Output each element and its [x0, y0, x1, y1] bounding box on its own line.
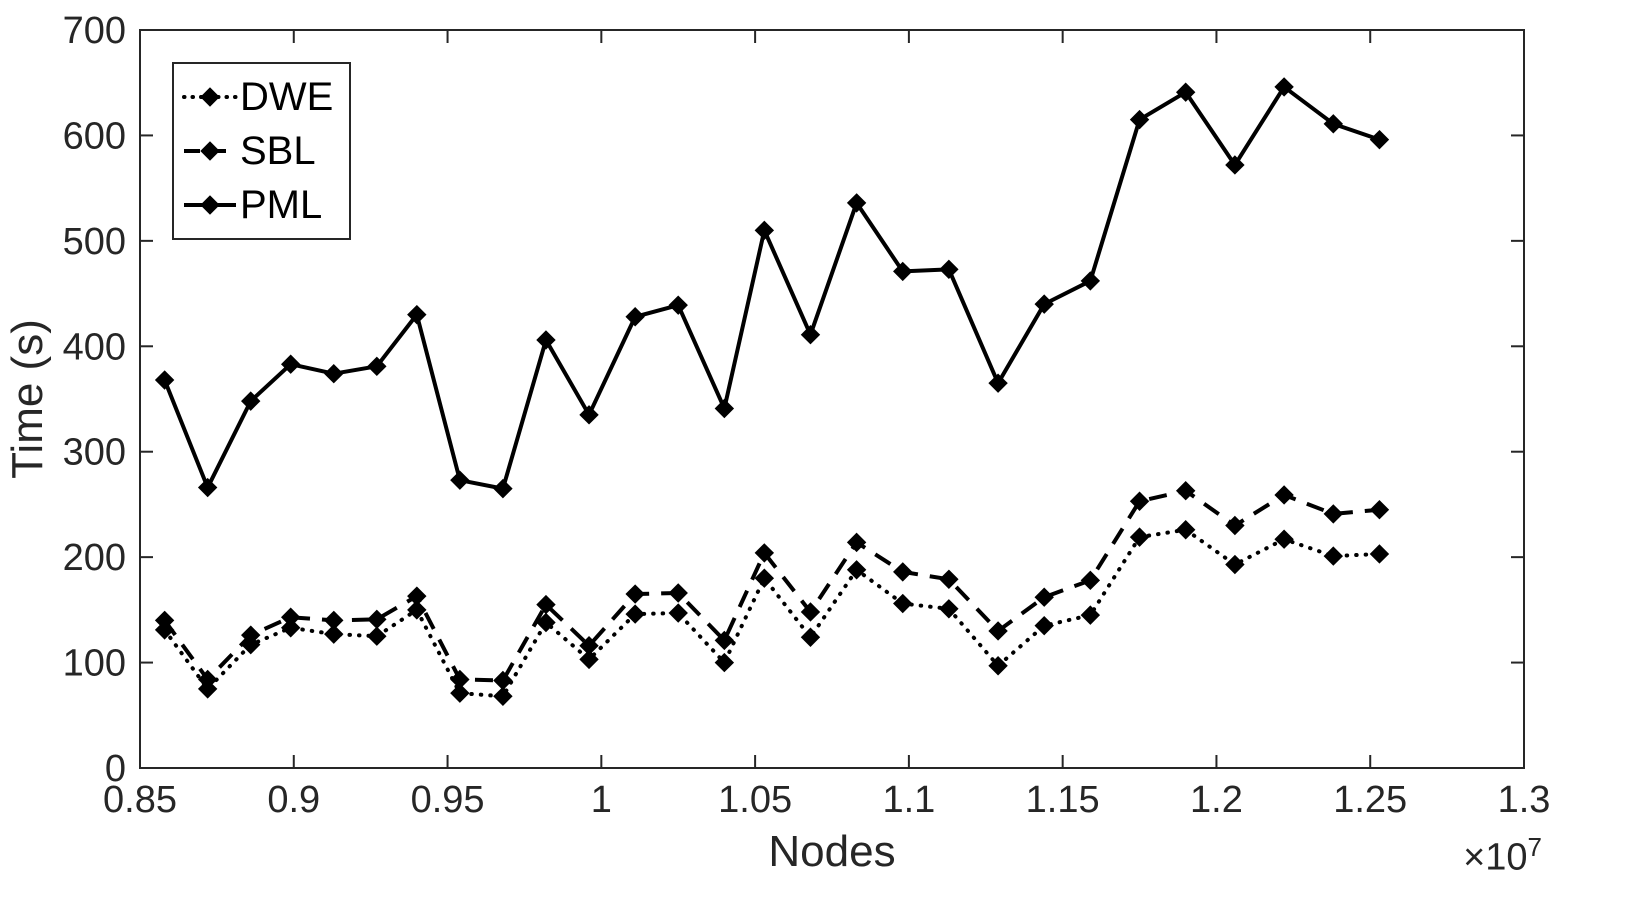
svg-text:Time (s): Time (s) — [3, 319, 52, 479]
svg-text:1.05: 1.05 — [718, 779, 792, 821]
legend-label-dwe: DWE — [240, 75, 334, 119]
svg-text:1.1: 1.1 — [882, 779, 935, 821]
legend-item-pml: PML — [182, 178, 333, 232]
svg-text:Nodes: Nodes — [768, 827, 895, 876]
svg-text:100: 100 — [63, 643, 126, 685]
legend-label-sbl: SBL — [240, 129, 316, 173]
svg-text:1.3: 1.3 — [1498, 779, 1551, 821]
x-axis-exponent-label: ×107 — [1463, 832, 1542, 880]
svg-text:300: 300 — [63, 432, 126, 474]
legend-item-dwe: DWE — [182, 70, 333, 124]
svg-text:500: 500 — [63, 221, 126, 263]
x-offset-exp: 7 — [1527, 832, 1542, 862]
x-offset-base: ×10 — [1463, 836, 1528, 879]
svg-text:1.2: 1.2 — [1190, 779, 1243, 821]
svg-text:1.25: 1.25 — [1333, 779, 1407, 821]
svg-text:200: 200 — [63, 537, 126, 579]
svg-text:600: 600 — [63, 115, 126, 157]
legend-item-sbl: SBL — [182, 124, 333, 178]
legend: DWE SBL PML — [172, 62, 352, 240]
svg-text:1.15: 1.15 — [1026, 779, 1100, 821]
svg-text:0.9: 0.9 — [267, 779, 320, 821]
legend-label-pml: PML — [240, 183, 323, 227]
svg-text:0: 0 — [105, 748, 126, 790]
legend-sample-sbl — [184, 141, 236, 161]
svg-text:400: 400 — [63, 326, 126, 368]
svg-text:0.95: 0.95 — [411, 779, 485, 821]
legend-sample-pml — [184, 195, 236, 215]
svg-text:1: 1 — [591, 779, 612, 821]
svg-text:700: 700 — [63, 10, 126, 52]
svg-text:0.85: 0.85 — [103, 779, 177, 821]
legend-sample-dwe — [182, 87, 238, 107]
